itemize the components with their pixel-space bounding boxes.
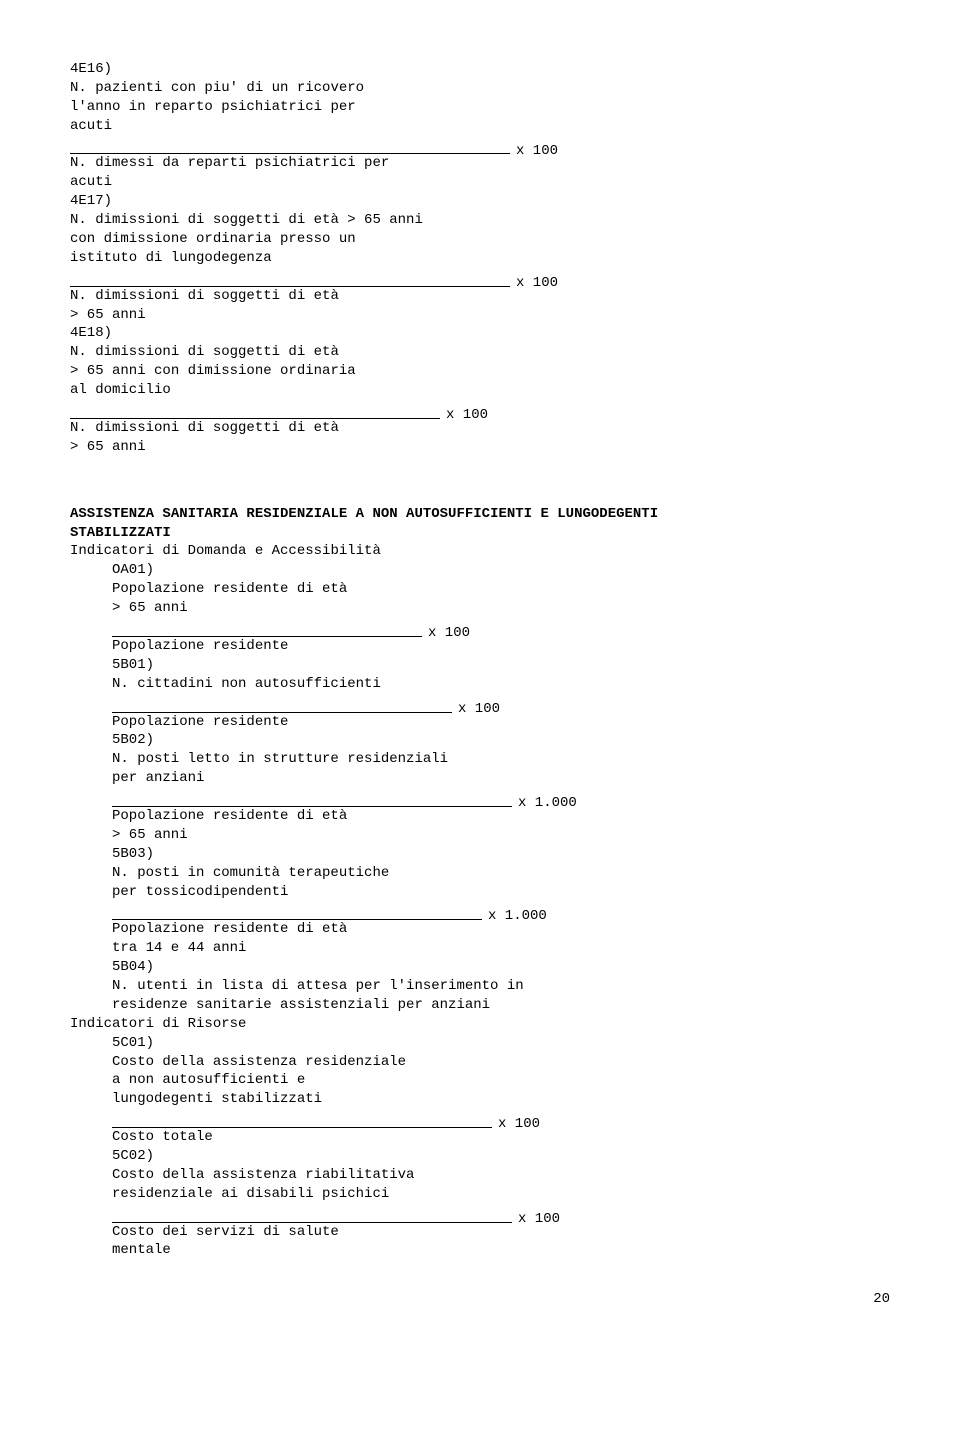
text-line: N. posti in comunità terapeutiche <box>112 864 890 883</box>
text-line: N. dimessi da reparti psichiatrici per <box>70 154 890 173</box>
vertical-gap <box>70 457 890 481</box>
document-body: 4E16)N. pazienti con piu' di un ricovero… <box>70 60 890 1260</box>
text-line: Popolazione residente di età <box>112 807 890 826</box>
text-line: con dimissione ordinaria presso un <box>70 230 890 249</box>
fraction-rule-row: x 100 <box>70 268 890 287</box>
text-line: Costo dei servizi di salute <box>112 1223 890 1242</box>
multiplier-text: x 100 <box>492 1115 540 1134</box>
fraction-rule-row: x 100 <box>112 1204 890 1223</box>
section-heading: ASSISTENZA SANITARIA RESIDENZIALE A NON … <box>70 505 890 524</box>
fraction-rule-row: x 1.000 <box>112 788 890 807</box>
text-line: > 65 anni <box>70 438 890 457</box>
text-line: > 65 anni con dimissione ordinaria <box>70 362 890 381</box>
fraction-rule-row: x 100 <box>112 694 890 713</box>
text-line: 5C02) <box>112 1147 890 1166</box>
text-line: N. dimissioni di soggetti di età <box>70 343 890 362</box>
text-line: residenziale ai disabili psichici <box>112 1185 890 1204</box>
text-line: acuti <box>70 173 890 192</box>
text-line: Indicatori di Domanda e Accessibilità <box>70 542 890 561</box>
text-line: > 65 anni <box>112 826 890 845</box>
text-line: per anziani <box>112 769 890 788</box>
text-line: > 65 anni <box>70 306 890 325</box>
multiplier-text: x 100 <box>452 700 500 719</box>
vertical-gap <box>70 481 890 505</box>
text-line: 5B02) <box>112 731 890 750</box>
text-line: Popolazione residente di età <box>112 580 890 599</box>
text-line: residenze sanitarie assistenziali per an… <box>112 996 890 1015</box>
fraction-rule-row: x 1.000 <box>112 901 890 920</box>
text-line: 5B01) <box>112 656 890 675</box>
multiplier-text: x 100 <box>510 142 558 161</box>
text-line: 5C01) <box>112 1034 890 1053</box>
text-line: Popolazione residente <box>112 637 890 656</box>
text-line: N. pazienti con piu' di un ricovero <box>70 79 890 98</box>
text-line: per tossicodipendenti <box>112 883 890 902</box>
multiplier-text: x 1.000 <box>512 794 577 813</box>
text-line: 4E16) <box>70 60 890 79</box>
page-number: 20 <box>70 1290 890 1309</box>
text-line: 4E17) <box>70 192 890 211</box>
text-line: Costo della assistenza residenziale <box>112 1053 890 1072</box>
multiplier-text: x 100 <box>422 624 470 643</box>
text-line: l'anno in reparto psichiatrici per <box>70 98 890 117</box>
text-line: 5B03) <box>112 845 890 864</box>
fraction-rule-row: x 100 <box>112 1109 890 1128</box>
text-line: OA01) <box>112 561 890 580</box>
multiplier-text: x 100 <box>510 274 558 293</box>
section-heading: STABILIZZATI <box>70 524 890 543</box>
fraction-rule-row: x 100 <box>112 618 890 637</box>
text-line: N. cittadini non autosufficienti <box>112 675 890 694</box>
fraction-rule-row: x 100 <box>70 136 890 155</box>
text-line: 5B04) <box>112 958 890 977</box>
text-line: Indicatori di Risorse <box>70 1015 890 1034</box>
text-line: istituto di lungodegenza <box>70 249 890 268</box>
fraction-rule-row: x 100 <box>70 400 890 419</box>
text-line: Popolazione residente <box>112 713 890 732</box>
text-line: Costo della assistenza riabilitativa <box>112 1166 890 1185</box>
text-line: 4E18) <box>70 324 890 343</box>
multiplier-text: x 1.000 <box>482 907 547 926</box>
text-line: N. posti letto in strutture residenziali <box>112 750 890 769</box>
text-line: N. utenti in lista di attesa per l'inser… <box>112 977 890 996</box>
multiplier-text: x 100 <box>512 1210 560 1229</box>
multiplier-text: x 100 <box>440 406 488 425</box>
text-line: N. dimissioni di soggetti di età > 65 an… <box>70 211 890 230</box>
text-line: N. dimissioni di soggetti di età <box>70 287 890 306</box>
text-line: al domicilio <box>70 381 890 400</box>
text-line: mentale <box>112 1241 890 1260</box>
text-line: lungodegenti stabilizzati <box>112 1090 890 1109</box>
text-line: acuti <box>70 117 890 136</box>
text-line: a non autosufficienti e <box>112 1071 890 1090</box>
text-line: tra 14 e 44 anni <box>112 939 890 958</box>
text-line: > 65 anni <box>112 599 890 618</box>
